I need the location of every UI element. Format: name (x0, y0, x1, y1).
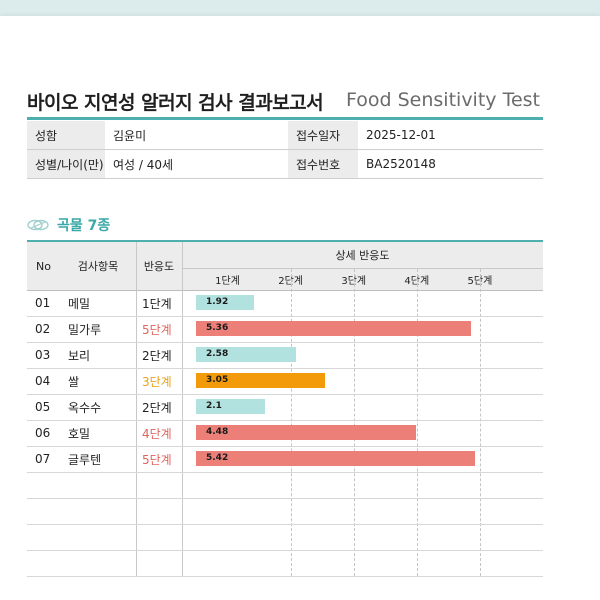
reaction-bar (196, 451, 475, 466)
reaction-value: 1.92 (206, 297, 229, 307)
allergy-leaf-icon (27, 219, 49, 231)
reaction-value: 2.58 (206, 349, 229, 359)
section-header: 곡물 7종 (27, 215, 110, 235)
empty-row (27, 524, 543, 551)
table-row (27, 420, 543, 447)
scale-label: 5단계 (467, 276, 493, 287)
table-row (27, 290, 543, 317)
reaction-bar (196, 321, 472, 336)
row-number: 06 (35, 426, 51, 440)
reaction-value: 2.1 (206, 401, 222, 411)
scale-label: 1단계 (215, 276, 240, 287)
reaction-bar (196, 399, 266, 414)
row-level: 2단계 (142, 348, 172, 363)
scale-gridline (353, 269, 355, 576)
row-number: 04 (35, 374, 51, 388)
row-number: 05 (35, 400, 51, 414)
date-label: 접수일자 (288, 121, 358, 150)
header-item: 검사항목 (77, 260, 119, 273)
reaction-value: 5.42 (206, 453, 229, 463)
reaction-value: 3.05 (206, 375, 229, 385)
header-level: 반응도 (143, 260, 175, 273)
reaction-bar (196, 295, 255, 310)
column-divider (136, 242, 137, 576)
row-number: 03 (35, 348, 51, 362)
reaction-value: 5.36 (206, 323, 229, 333)
row-item: 쌀 (68, 374, 80, 389)
gender-age: 여성 / 40세 (105, 149, 288, 179)
row-item: 호밀 (68, 426, 91, 441)
id-label: 접수번호 (288, 149, 358, 179)
header-no: No (36, 259, 51, 273)
row-item: 메밀 (68, 296, 91, 311)
empty-row (27, 498, 543, 525)
table-row (27, 316, 543, 343)
table-row (27, 342, 543, 369)
empty-row (27, 472, 543, 499)
row-number: 02 (35, 322, 51, 336)
scale-gridline (290, 269, 292, 576)
table-row (27, 394, 543, 421)
row-level: 2단계 (142, 400, 172, 415)
header-detail-divider (182, 268, 543, 269)
scale-label: 2단계 (278, 276, 303, 287)
report-sheet (0, 16, 600, 600)
report-subtitle: Food Sensitivity Test (346, 89, 540, 111)
receipt-date: 2025-12-01 (358, 121, 543, 150)
reaction-bar (196, 425, 416, 440)
empty-row (27, 550, 543, 577)
patient-name: 김윤미 (105, 121, 288, 150)
row-number: 07 (35, 452, 51, 466)
row-level: 4단계 (142, 426, 172, 441)
title-divider (27, 117, 543, 120)
name-label: 성함 (27, 121, 105, 150)
report-title: 바이오 지연성 알러지 검사 결과보고서 (27, 92, 324, 114)
reaction-bar (196, 373, 326, 388)
table-header (27, 242, 543, 291)
row-item: 밀가루 (68, 322, 102, 337)
scale-label: 4단계 (404, 276, 430, 287)
row-item: 글루텐 (68, 452, 102, 467)
receipt-number: BA2520148 (358, 149, 543, 179)
scale-label: 3단계 (341, 276, 367, 287)
window-top-bar (0, 0, 600, 16)
reaction-bar (196, 347, 296, 362)
patient-info-table: 성함 김윤미 접수일자 2025-12-01 성별/나이(만) 여성 / 40세… (27, 121, 543, 179)
row-level: 1단계 (142, 296, 172, 311)
gender-age-label: 성별/나이(만) (27, 149, 105, 179)
info-row: 성함 김윤미 접수일자 2025-12-01 (27, 121, 543, 150)
table-top-rule (27, 240, 543, 242)
scale-gridline (416, 269, 418, 576)
column-divider (182, 242, 183, 576)
scale-gridline (479, 269, 481, 576)
row-item: 옥수수 (68, 400, 102, 415)
row-number: 01 (35, 296, 51, 310)
reaction-value: 4.48 (206, 427, 229, 437)
table-row (27, 368, 543, 395)
header-detail: 상세 반응도 (335, 249, 390, 262)
info-row: 성별/나이(만) 여성 / 40세 접수번호 BA2520148 (27, 149, 543, 179)
row-level: 3단계 (142, 374, 172, 389)
section-title: 곡물 7종 (57, 218, 111, 234)
row-level: 5단계 (142, 452, 172, 467)
row-item: 보리 (68, 348, 91, 363)
table-row (27, 446, 543, 473)
row-level: 5단계 (142, 322, 172, 337)
